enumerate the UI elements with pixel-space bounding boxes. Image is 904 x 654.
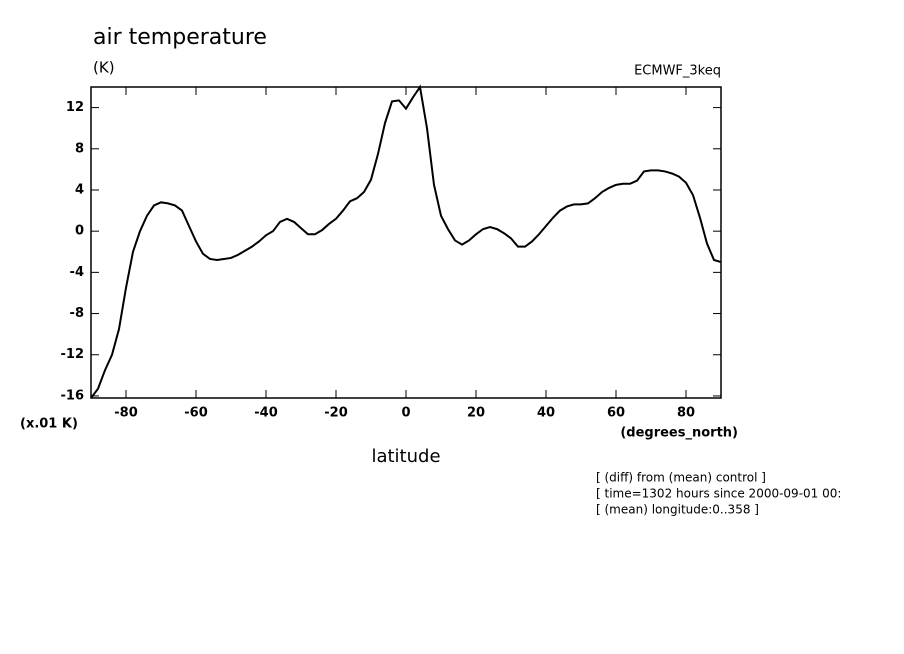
x-tick-label: 80 xyxy=(677,406,695,421)
y-tick-label: 8 xyxy=(75,141,84,156)
note: [ (mean) longitude:0..358 ] xyxy=(596,503,759,517)
plot-frame xyxy=(90,86,722,399)
y-tick-label: -16 xyxy=(61,388,85,403)
y-tick-label: -12 xyxy=(61,347,85,362)
x-tick-label: 20 xyxy=(467,406,485,421)
x-tick-label: 0 xyxy=(401,406,410,421)
x-units: (degrees_north) xyxy=(620,426,738,441)
units: (K) xyxy=(93,59,115,77)
data-line xyxy=(90,84,722,399)
x-tick-label: -20 xyxy=(324,406,348,421)
x-tick-label: -40 xyxy=(254,406,278,421)
y-tick-label: 4 xyxy=(75,182,84,197)
x-tick-label: 40 xyxy=(537,406,555,421)
y-scale-label: (x.01 K) xyxy=(20,417,78,432)
y-tick-label: 0 xyxy=(75,224,84,239)
x-tick-label: -60 xyxy=(184,406,208,421)
x-tick-label: -80 xyxy=(114,406,138,421)
dataset: ECMWF_3keq xyxy=(634,64,721,79)
y-tick-label: 12 xyxy=(66,100,84,115)
chart-title: air temperature xyxy=(93,25,267,50)
x-axis-label: latitude xyxy=(371,446,440,467)
y-tick-label: -4 xyxy=(70,265,84,280)
x-tick-label: 60 xyxy=(607,406,625,421)
note: [ time=1302 hours since 2000-09-01 00: xyxy=(596,487,841,501)
note: [ (diff) from (mean) control ] xyxy=(596,471,766,485)
y-tick-label: -8 xyxy=(70,306,84,321)
